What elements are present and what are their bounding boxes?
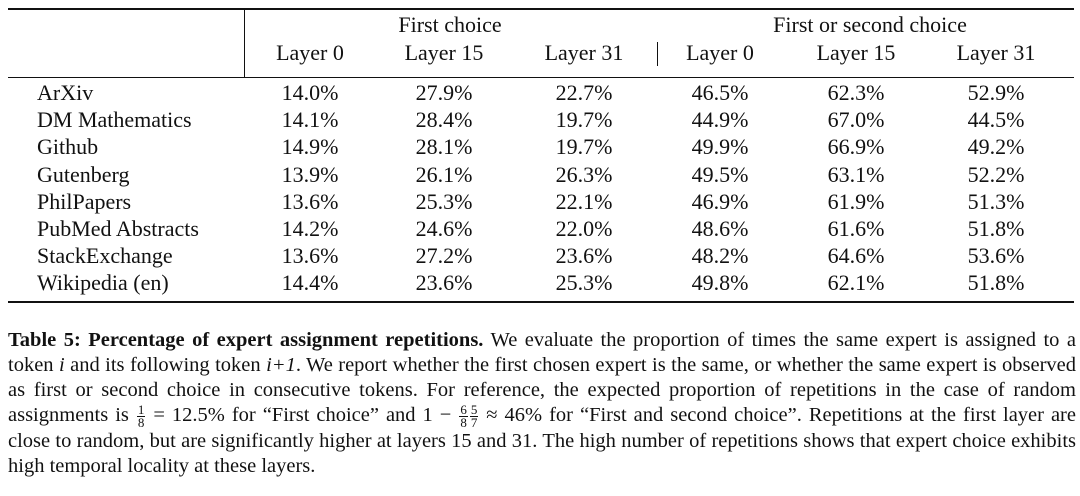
table-row-label: Wikipedia (en) [37, 270, 169, 296]
table-bottom-rule [8, 301, 1074, 303]
table-row-label: PhilPapers [37, 188, 132, 214]
table-cell: 53.6% [967, 243, 1025, 269]
caption-text: and its following token [64, 354, 267, 376]
table-cell: 25.3% [415, 188, 473, 214]
table-cell: 22.7% [555, 80, 613, 105]
table-cell: 46.9% [691, 188, 749, 214]
layer-header: Layer 0 [276, 40, 344, 65]
table-cell: 14.2% [281, 216, 339, 241]
table-cell: 51.8% [967, 216, 1025, 241]
caption-math-i: i [58, 354, 65, 376]
caption-text: = 12.5% for “First choice” and 1 − [146, 404, 459, 426]
fraction-denominator: 8 [460, 414, 467, 430]
table-cell: 13.9% [281, 161, 339, 187]
caption-title: Table 5: Percentage of expert assignment… [8, 329, 484, 351]
table-cell: 28.1% [415, 134, 473, 160]
table-header-rule [8, 77, 1074, 78]
table-cell: 51.8% [967, 270, 1025, 296]
table-cell: 49.2% [967, 134, 1025, 160]
table-cell: 66.9% [827, 134, 885, 160]
table-row-label: DM Mathematics [37, 107, 192, 133]
table-cell: 22.1% [555, 188, 613, 214]
table-cell: 25.3% [555, 270, 613, 296]
table-cell: 14.1% [281, 107, 339, 133]
group-divider [657, 42, 658, 66]
table-cell: 28.4% [415, 107, 473, 133]
fraction-denominator: 7 [470, 414, 478, 430]
table-cell: 52.2% [967, 161, 1025, 187]
table-cell: 27.9% [415, 80, 473, 105]
group-header-first-or-second: First or second choice [773, 12, 967, 37]
table-row-label: ArXiv [37, 80, 94, 105]
table-cell: 62.3% [827, 80, 885, 105]
caption-math-i-plus-1: i+1 [266, 354, 296, 376]
table-cell: 44.9% [691, 107, 749, 133]
table-cell: 49.9% [691, 134, 749, 160]
fraction-numerator: 1 [136, 401, 146, 417]
table-cell: 62.1% [827, 270, 885, 296]
table-cell: 67.0% [827, 107, 885, 133]
fraction-denominator: 8 [137, 414, 145, 430]
layer-header: Layer 0 [686, 40, 754, 65]
table-cell: 51.3% [967, 188, 1025, 214]
caption-text: We evaluate the proportion of times the … [8, 329, 1076, 376]
table-cell: 63.1% [827, 161, 885, 187]
table-cell: 22.0% [555, 216, 613, 241]
layer-header: Layer 31 [956, 40, 1036, 65]
fraction-numerator: 6 [459, 401, 468, 417]
table-cell: 27.2% [415, 243, 473, 269]
table-row-label: Github [37, 134, 99, 160]
table-cell: 61.6% [827, 216, 885, 241]
table-cell: 19.7% [555, 107, 613, 133]
table-cell: 46.5% [691, 80, 749, 105]
table-cell: 23.6% [415, 270, 473, 296]
table-cell: 13.6% [281, 243, 339, 269]
table-cell: 48.2% [691, 243, 749, 269]
table-cell: 61.9% [827, 188, 885, 214]
table-cell: 64.6% [827, 243, 885, 269]
table-cell: 26.1% [415, 161, 473, 187]
table-cell: 52.9% [967, 80, 1025, 105]
fraction-numerator: 5 [469, 401, 479, 417]
layer-header: Layer 15 [404, 40, 484, 65]
layer-header: Layer 15 [816, 40, 896, 65]
caption-text: . We report whether the first chosen exp… [8, 354, 1077, 426]
table-cell: 14.0% [281, 80, 339, 105]
table-cell: 14.4% [281, 270, 339, 296]
table-cell: 24.6% [415, 216, 473, 241]
table-cell: 44.5% [967, 107, 1025, 133]
table-cell: 26.3% [555, 161, 613, 187]
table-cell: 19.7% [555, 134, 613, 160]
table-cell: 48.6% [691, 216, 749, 241]
table-caption: Table 5: Percentage of expert assignment… [8, 328, 1076, 479]
table-cell: 14.9% [281, 134, 339, 160]
table-cell: 13.6% [281, 188, 339, 214]
table-top-rule [8, 8, 1074, 10]
table-row-label: Gutenberg [37, 161, 130, 187]
table-cell: 49.8% [691, 270, 749, 296]
table-cell: 49.5% [691, 161, 749, 187]
table-cell: 23.6% [555, 243, 613, 269]
table-column-divider [244, 10, 245, 78]
table-row-label: StackExchange [37, 243, 173, 269]
group-header-first-choice: First choice [398, 12, 502, 37]
caption-text: ≈ 46% for “First and second choice”. Rep… [8, 404, 1076, 477]
layer-header: Layer 31 [544, 40, 624, 65]
table-row-label: PubMed Abstracts [37, 216, 199, 241]
